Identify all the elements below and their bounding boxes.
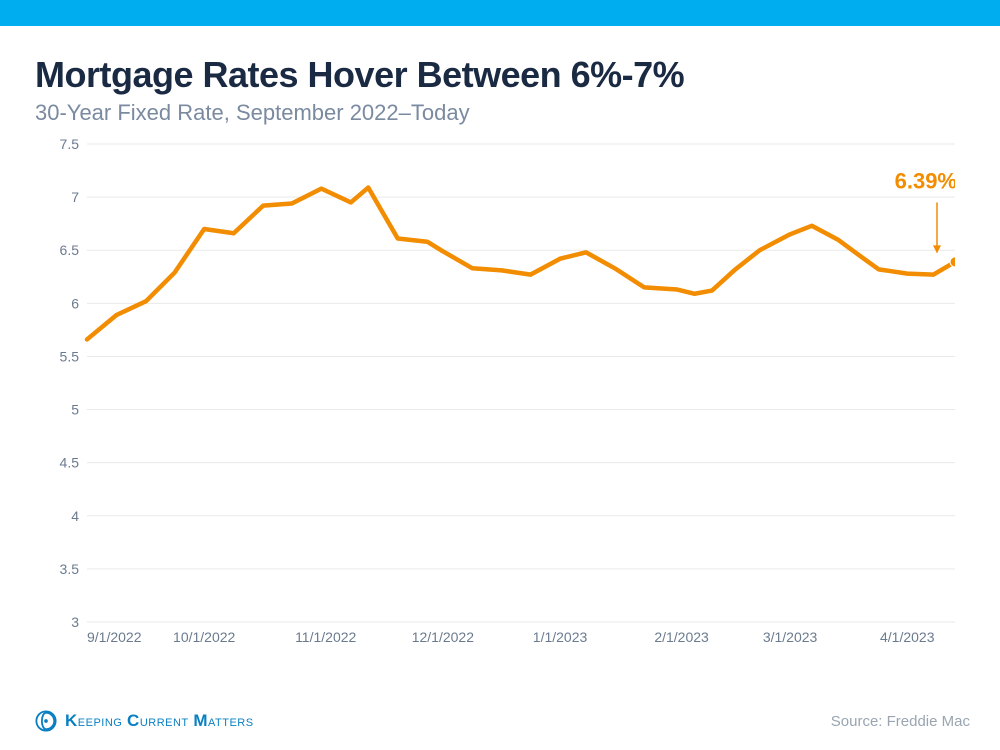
x-axis-labels: 9/1/2022 10/1/2022 11/1/2022 12/1/2022 1/1/2…	[87, 629, 935, 645]
chart-container: 3 3.5 4 4.5 5 5.5 6 6.5 7 7.5 9/1/2022 10/1/2022 11…	[35, 136, 955, 666]
chart-title: Mortgage Rates Hover Between 6%-7%	[35, 54, 965, 96]
brand-logo-icon	[35, 710, 57, 732]
footer: Keeping Current Matters Source: Freddie …	[0, 700, 1000, 750]
y-axis-labels: 3 3.5 4 4.5 5 5.5 6 6.5 7 7.5	[60, 136, 80, 630]
svg-text:4: 4	[71, 508, 79, 524]
svg-text:7.5: 7.5	[60, 136, 80, 152]
callout: 6.39%	[895, 169, 955, 254]
gridlines	[87, 144, 955, 622]
callout-arrow-head	[933, 245, 941, 253]
svg-text:10/1/2022: 10/1/2022	[173, 629, 235, 645]
svg-text:12/1/2022: 12/1/2022	[412, 629, 474, 645]
svg-text:6: 6	[71, 295, 79, 311]
svg-text:6.5: 6.5	[60, 242, 80, 258]
svg-text:7: 7	[71, 189, 79, 205]
brand-block: Keeping Current Matters	[35, 710, 254, 732]
source-text: Source: Freddie Mac	[831, 713, 970, 730]
svg-text:1/1/2023: 1/1/2023	[533, 629, 588, 645]
svg-text:9/1/2022: 9/1/2022	[87, 629, 142, 645]
svg-text:4/1/2023: 4/1/2023	[880, 629, 935, 645]
svg-text:3: 3	[71, 614, 79, 630]
brand-text: Keeping Current Matters	[65, 711, 254, 731]
top-accent-bar	[0, 0, 1000, 26]
content-area: Mortgage Rates Hover Between 6%-7% 30-Ye…	[0, 54, 1000, 666]
svg-text:5.5: 5.5	[60, 348, 80, 364]
svg-text:11/1/2022: 11/1/2022	[295, 629, 356, 645]
chart-subtitle: 30-Year Fixed Rate, September 2022–Today	[35, 100, 965, 126]
svg-text:2/1/2023: 2/1/2023	[654, 629, 709, 645]
svg-text:3/1/2023: 3/1/2023	[763, 629, 818, 645]
callout-value: 6.39%	[895, 169, 955, 194]
line-chart: 3 3.5 4 4.5 5 5.5 6 6.5 7 7.5 9/1/2022 10/1/2022 11…	[35, 136, 955, 666]
svg-text:5: 5	[71, 402, 79, 418]
rate-series-line	[87, 188, 955, 340]
svg-text:4.5: 4.5	[60, 455, 80, 471]
svg-text:3.5: 3.5	[60, 561, 80, 577]
